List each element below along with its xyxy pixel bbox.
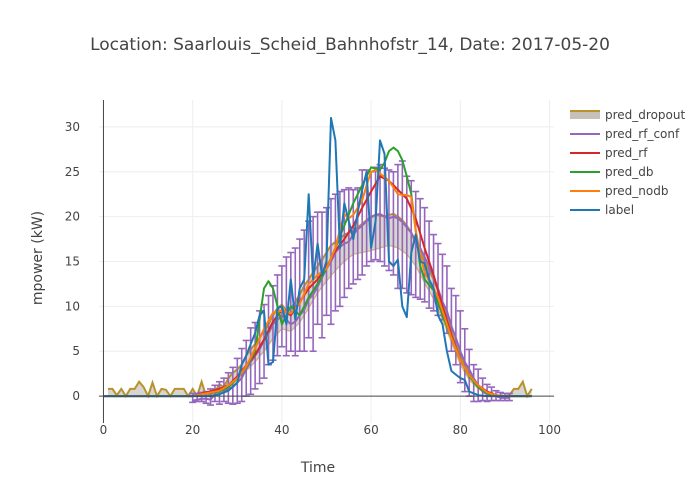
x-tick-label: 100 xyxy=(538,423,561,437)
errorbar xyxy=(291,247,299,357)
errorbar xyxy=(447,287,455,353)
y-tick-label: 15 xyxy=(65,255,80,269)
errorbar xyxy=(421,206,429,303)
errorbar xyxy=(456,310,464,384)
y-tick-label: 25 xyxy=(65,165,80,179)
errorbar xyxy=(287,251,295,353)
chart-title: Location: Saarlouis_Scheid_Bahnhofstr_14… xyxy=(90,35,610,55)
legend-item-pred_db[interactable]: pred_db xyxy=(570,165,654,179)
axes: 0 5 10 15 20 25 30 0 20 40 60 80 100 xyxy=(65,100,561,437)
legend-item-pred_nodb[interactable]: pred_nodb xyxy=(570,184,668,198)
x-tick-label: 80 xyxy=(453,423,468,437)
errorbar xyxy=(238,347,246,403)
y-tick-label: 0 xyxy=(72,389,80,403)
errorbar xyxy=(412,190,420,299)
series-line-label xyxy=(103,116,532,398)
y-tick-label: 10 xyxy=(65,299,80,313)
x-tick-label: 40 xyxy=(274,423,289,437)
errorbar xyxy=(215,380,223,405)
legend-label: pred_rf_conf xyxy=(605,127,680,141)
errorbar xyxy=(282,256,290,357)
errorbar xyxy=(345,187,353,290)
legend-label: pred_db xyxy=(605,165,654,179)
x-tick-label: 0 xyxy=(100,423,108,437)
errorbar xyxy=(452,294,460,366)
series-line-pred_nodb xyxy=(103,169,532,398)
legend-item-label[interactable]: label xyxy=(570,203,634,217)
legend-label: pred_rf xyxy=(605,146,648,160)
x-axis-label: Time xyxy=(300,460,335,476)
y-tick-label: 30 xyxy=(65,120,80,134)
legend-label: pred_nodb xyxy=(605,184,668,198)
x-tick-label: 20 xyxy=(185,423,200,437)
legend-swatch-fill xyxy=(570,111,600,119)
series-line-pred_rf_conf xyxy=(192,212,510,402)
y-tick-label: 20 xyxy=(65,210,80,224)
legend-label: label xyxy=(605,203,634,217)
series-layer xyxy=(103,116,533,406)
legend-item-pred_rf[interactable]: pred_rf xyxy=(570,146,648,160)
legend[interactable]: pred_dropout pred_rf_conf pred_rf pred_dbpr… xyxy=(570,108,685,217)
legend-item-pred_dropout[interactable]: pred_dropout xyxy=(570,108,685,122)
legend-label: pred_dropout xyxy=(605,108,685,122)
x-tick-label: 60 xyxy=(363,423,378,437)
legend-item-pred_rf_conf[interactable]: pred_rf_conf xyxy=(570,127,680,141)
y-axis-label: mpower (kW) xyxy=(30,211,46,305)
y-tick-label: 5 xyxy=(72,344,80,358)
